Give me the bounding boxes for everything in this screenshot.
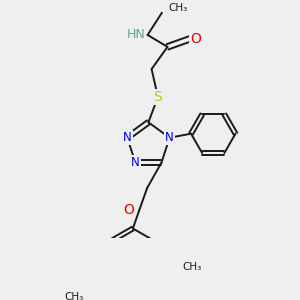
Text: HN: HN	[127, 28, 145, 41]
Text: S: S	[154, 90, 162, 104]
Text: CH₃: CH₃	[183, 262, 202, 272]
Text: N: N	[165, 131, 174, 144]
Text: CH₃: CH₃	[168, 3, 188, 13]
Text: O: O	[123, 203, 134, 217]
Text: N: N	[123, 131, 132, 144]
Text: N: N	[131, 156, 140, 169]
Text: CH₃: CH₃	[65, 292, 84, 300]
Text: O: O	[190, 32, 201, 46]
